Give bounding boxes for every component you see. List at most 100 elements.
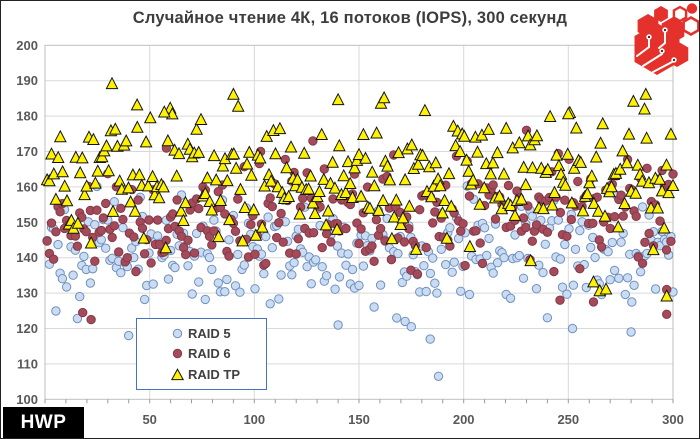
- data-point-raid-tp: [541, 162, 555, 175]
- data-point-raid-6: [168, 209, 178, 219]
- data-point-raid-6: [213, 187, 224, 197]
- data-point-raid-5: [568, 280, 579, 290]
- data-point-raid-5: [261, 231, 271, 242]
- data-point-raid-5: [224, 235, 234, 245]
- data-point-raid-tp: [363, 201, 377, 214]
- data-point-raid-tp: [565, 196, 579, 209]
- data-point-raid-6: [662, 309, 672, 319]
- data-point-raid-tp: [238, 200, 252, 213]
- data-point-raid-tp: [280, 160, 294, 174]
- data-point-raid-tp: [548, 185, 561, 198]
- data-point-raid-tp: [463, 239, 477, 252]
- data-point-raid-tp: [216, 159, 230, 172]
- data-point-raid-6: [72, 241, 83, 251]
- data-point-raid-5: [235, 287, 245, 297]
- hwp-circuit-hexagon-logo: [634, 3, 699, 75]
- data-point-raid-5: [555, 254, 566, 264]
- data-point-raid-tp: [304, 169, 318, 182]
- data-point-raid-tp: [102, 163, 116, 177]
- raid-5-marker-icon: [172, 328, 183, 339]
- data-point-raid-tp: [517, 160, 531, 173]
- data-point-raid-tp: [484, 167, 498, 180]
- data-point-raid-5: [603, 247, 613, 257]
- data-point-raid-tp: [536, 201, 550, 215]
- data-point-raid-6: [356, 224, 366, 234]
- data-point-raid-6: [278, 237, 288, 247]
- data-point-raid-5: [425, 268, 436, 279]
- data-point-raid-tp: [51, 150, 65, 163]
- data-point-raid-tp: [543, 109, 557, 122]
- data-point-raid-6: [207, 240, 217, 250]
- data-point-raid-5: [163, 274, 174, 284]
- y-tick-label: 130: [16, 286, 38, 301]
- data-point-raid-tp: [545, 198, 559, 211]
- data-point-raid-6: [276, 208, 286, 219]
- data-point-raid-tp: [524, 253, 538, 267]
- data-point-raid-5: [436, 244, 446, 255]
- data-point-raid-tp: [405, 138, 419, 151]
- data-point-raid-6: [386, 254, 397, 265]
- data-point-raid-tp: [550, 148, 564, 161]
- data-point-raid-tp: [119, 134, 133, 147]
- data-point-raid-5: [101, 243, 111, 253]
- data-point-raid-5: [317, 262, 327, 272]
- data-point-raid-5: [194, 277, 204, 287]
- data-point-raid-6: [92, 205, 102, 215]
- data-point-raid-tp: [330, 222, 344, 235]
- data-point-raid-5: [116, 268, 126, 278]
- data-point-raid-6: [298, 193, 308, 203]
- data-point-raid-tp: [100, 139, 113, 152]
- data-point-raid-6: [144, 215, 154, 225]
- data-point-raid-6: [458, 219, 468, 229]
- data-point-raid-6: [308, 136, 318, 146]
- data-point-raid-tp: [558, 178, 572, 191]
- data-point-raid-5: [127, 243, 137, 253]
- data-point-raid-5: [629, 280, 639, 290]
- data-point-raid-tp: [512, 135, 526, 149]
- data-point-raid-6: [183, 235, 193, 245]
- data-point-raid-6: [399, 237, 410, 247]
- data-point-raid-tp: [438, 193, 452, 206]
- data-point-raid-tp: [108, 122, 122, 135]
- data-point-raid-6: [107, 232, 117, 243]
- data-point-raid-5: [620, 289, 630, 300]
- data-point-raid-6: [596, 242, 607, 252]
- data-point-raid-tp: [622, 127, 636, 140]
- data-point-raid-tp: [433, 178, 447, 192]
- data-point-raid-5: [560, 239, 570, 250]
- data-point-raid-5: [433, 371, 444, 381]
- data-point-raid-tp: [462, 164, 476, 177]
- data-point-raid-tp: [105, 76, 119, 90]
- data-point-raid-5: [538, 267, 548, 278]
- data-point-raid-6: [412, 269, 423, 279]
- data-point-raid-5: [464, 289, 475, 300]
- data-point-raid-5: [570, 244, 581, 255]
- data-point-raid-6: [415, 205, 425, 215]
- data-point-raid-6: [341, 223, 351, 234]
- data-point-raid-6: [631, 211, 641, 222]
- data-point-raid-6: [367, 241, 377, 251]
- x-tick-label: 200: [453, 412, 475, 427]
- data-point-raid-tp: [383, 173, 397, 186]
- data-point-raid-5: [482, 250, 492, 261]
- data-point-raid-tp: [157, 180, 170, 193]
- data-point-raid-6: [101, 198, 111, 209]
- x-tick-label: 150: [348, 412, 370, 427]
- data-point-raid-tp: [440, 231, 454, 244]
- data-point-raid-tp: [53, 129, 67, 143]
- data-point-raid-5: [492, 258, 503, 268]
- data-point-raid-5: [200, 294, 211, 305]
- data-point-raid-6: [375, 223, 386, 234]
- legend-item-raid-5: RAID 5: [171, 326, 262, 341]
- data-point-raid-5: [274, 294, 284, 304]
- data-point-raid-5: [505, 293, 516, 303]
- x-tick-label: 50: [142, 412, 156, 427]
- data-point-raid-5: [540, 239, 550, 250]
- data-point-raid-tp: [128, 204, 142, 217]
- data-point-raid-tp: [376, 193, 390, 206]
- data-point-raid-6: [475, 238, 485, 248]
- data-point-raid-tp: [629, 186, 643, 199]
- data-point-raid-6: [562, 231, 572, 242]
- data-point-raid-5: [637, 202, 648, 212]
